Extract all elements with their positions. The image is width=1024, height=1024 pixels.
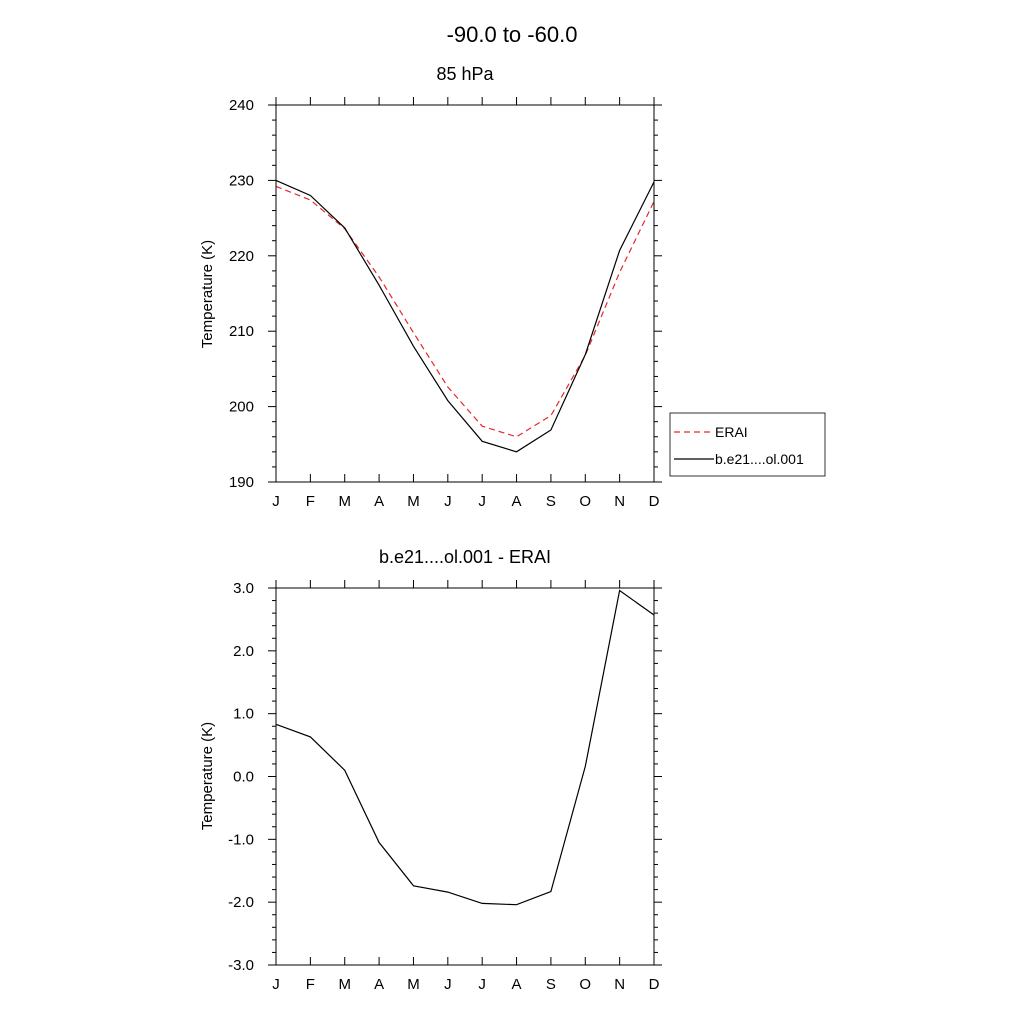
bottom-panel-series bbox=[275, 589, 655, 906]
top-panel-y-tick-label: 230 bbox=[229, 172, 254, 189]
top-panel-y-tick-label: 200 bbox=[229, 399, 254, 416]
top-panel-legend: ERAI b.e21....ol.001 bbox=[669, 412, 826, 477]
top-panel-y-tick-label: 190 bbox=[229, 474, 254, 491]
bottom-panel-x-tick-label: A bbox=[374, 976, 384, 993]
bottom-panel-x-tick-label: S bbox=[546, 976, 556, 993]
bottom-panel-series-diff-line bbox=[275, 589, 655, 906]
top-panel-x-tick-label: F bbox=[306, 493, 315, 510]
top-panel-x-tick-label: D bbox=[649, 493, 660, 510]
top-panel-x-tick-label: N bbox=[614, 493, 625, 510]
top-panel-x-tick-label: O bbox=[579, 493, 591, 510]
bottom-panel-y-tick-label: -2.0 bbox=[228, 894, 254, 911]
bottom-panel-y-tick-label: 3.0 bbox=[233, 580, 254, 597]
bottom-panel-x-tick-label: N bbox=[614, 976, 625, 993]
top-panel-y-axis-label: Temperature (K) bbox=[199, 240, 216, 348]
bottom-panel-frame bbox=[275, 587, 655, 966]
top-panel-legend-label: b.e21....ol.001 bbox=[715, 451, 804, 467]
top-panel-x-tick-label: A bbox=[512, 493, 522, 510]
top-panel-x-tick-label: A bbox=[374, 493, 384, 510]
bottom-panel-x-tick-label: A bbox=[512, 976, 522, 993]
bottom-panel-y-tick-label: -1.0 bbox=[228, 831, 254, 848]
bottom-panel-title: b.e21....ol.001 - ERAI bbox=[379, 547, 551, 567]
top-panel-x-tick-label: M bbox=[407, 493, 420, 510]
bottom-panel-x-tick-label: J bbox=[444, 976, 452, 993]
top-panel-x-tick-label: S bbox=[546, 493, 556, 510]
top-panel: 85 hPa Temperature (K) J F M A M J J A S O N D 190 20… bbox=[199, 64, 826, 510]
top-panel-series-erai-line bbox=[275, 185, 655, 438]
top-panel-y-tick-label: 220 bbox=[229, 248, 254, 265]
figure-title: -90.0 to -60.0 bbox=[447, 22, 578, 47]
bottom-panel-y-tick-label: 0.0 bbox=[233, 769, 254, 786]
top-panel-frame bbox=[275, 104, 655, 483]
top-panel-x-tick-label: J bbox=[272, 493, 280, 510]
bottom-panel-x-tick-label: J bbox=[478, 976, 486, 993]
bottom-panel-x-tick-label: J bbox=[272, 976, 280, 993]
bottom-panel-x-tick-label: M bbox=[407, 976, 420, 993]
top-panel-title: 85 hPa bbox=[436, 64, 494, 84]
bottom-panel-y-tick-label: 2.0 bbox=[233, 643, 254, 660]
top-panel-legend-box bbox=[669, 412, 826, 477]
bottom-panel: b.e21....ol.001 - ERAI Temperature (K) J… bbox=[199, 547, 662, 993]
top-panel-x-tick-label: J bbox=[478, 493, 486, 510]
top-panel-y-tick-label: 240 bbox=[229, 97, 254, 114]
top-panel-legend-label: ERAI bbox=[715, 424, 748, 440]
bottom-panel-x-tick-label: O bbox=[579, 976, 591, 993]
bottom-panel-x-tick-label: F bbox=[306, 976, 315, 993]
top-panel-x-tick-label: J bbox=[444, 493, 452, 510]
bottom-panel-y-tick-label: 1.0 bbox=[233, 706, 254, 723]
bottom-panel-y-axis-label: Temperature (K) bbox=[199, 722, 216, 830]
top-panel-series bbox=[275, 179, 655, 453]
top-panel-ticks: J F M A M J J A S O N D 190 200 210 220 230 240 bbox=[229, 97, 662, 510]
bottom-panel-x-tick-label: M bbox=[338, 976, 351, 993]
bottom-panel-ticks: J F M A M J J A S O N D -3.0 -2.0 -1.0 0.0 1.0 2.0 3.0 bbox=[228, 580, 662, 993]
top-panel-series-b-e21-ol-001-line bbox=[275, 179, 655, 453]
top-panel-y-tick-label: 210 bbox=[229, 323, 254, 340]
bottom-panel-y-tick-label: -3.0 bbox=[228, 957, 254, 974]
top-panel-x-tick-label: M bbox=[338, 493, 351, 510]
bottom-panel-x-tick-label: D bbox=[649, 976, 660, 993]
